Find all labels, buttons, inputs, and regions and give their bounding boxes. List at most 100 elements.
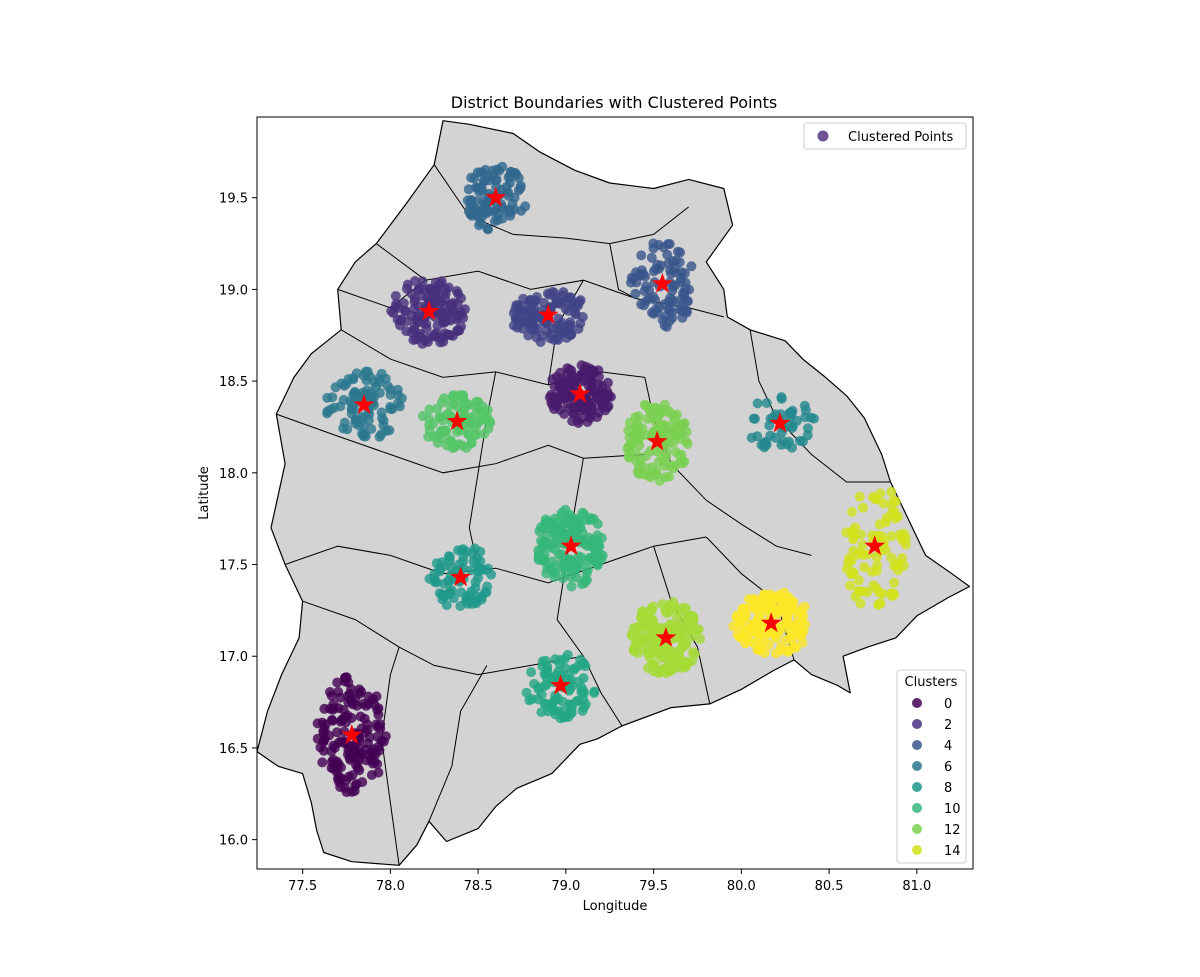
cluster-point xyxy=(653,239,664,250)
cluster-point xyxy=(580,539,591,550)
cluster-legend-label: 14 xyxy=(944,844,961,859)
cluster-point xyxy=(630,412,641,423)
cluster-point xyxy=(494,165,505,176)
cluster-point xyxy=(374,431,385,442)
cluster-point xyxy=(677,304,688,315)
cluster-point xyxy=(787,423,797,434)
cluster-point xyxy=(790,642,801,653)
x-axis: 77.5 78.0 78.5 79.0 79.5 80.0 80.5 81.0 xyxy=(288,869,931,894)
cluster-point xyxy=(567,298,578,309)
cluster-point xyxy=(584,552,595,563)
cluster-point xyxy=(536,689,547,700)
cluster-point xyxy=(394,401,405,412)
centroid-star xyxy=(569,383,591,403)
cluster-point xyxy=(354,742,365,753)
cluster-point xyxy=(749,413,760,424)
cluster-point xyxy=(432,403,443,414)
cluster-point xyxy=(566,581,577,592)
cluster-point xyxy=(526,667,537,678)
cluster-point xyxy=(409,304,420,314)
cluster-point xyxy=(547,286,558,297)
cluster-point xyxy=(761,398,772,408)
cluster-point xyxy=(748,594,759,604)
x-tick-label: 79.0 xyxy=(551,879,580,894)
cluster-point xyxy=(505,172,516,183)
cluster-point xyxy=(886,486,897,497)
cluster-point xyxy=(658,666,668,677)
cluster-point xyxy=(424,404,435,415)
district-boundary xyxy=(284,536,707,584)
cluster-point xyxy=(559,529,569,540)
cluster-legend-label: 2 xyxy=(944,718,952,733)
cluster-point xyxy=(555,404,566,415)
cluster-point xyxy=(660,472,671,483)
centroid-star xyxy=(550,674,572,695)
cluster-point xyxy=(548,527,559,538)
cluster-point xyxy=(332,727,343,738)
centroid-star xyxy=(446,410,468,431)
cluster-point xyxy=(676,273,686,284)
district-boundary xyxy=(428,665,488,822)
cluster-legend-marker xyxy=(912,761,922,771)
cluster-point xyxy=(565,320,576,330)
cluster-point xyxy=(594,379,604,390)
cluster-point xyxy=(473,212,484,223)
cluster-point xyxy=(470,583,481,593)
cluster-point xyxy=(687,647,698,658)
cluster-point xyxy=(660,311,671,322)
cluster-point xyxy=(557,290,568,301)
cluster-point xyxy=(754,613,764,624)
cluster-point xyxy=(557,376,568,387)
points-legend-marker xyxy=(817,130,829,142)
cluster-point xyxy=(478,168,489,179)
cluster-point xyxy=(462,598,473,609)
cluster-point xyxy=(492,215,503,226)
cluster-point xyxy=(639,300,649,311)
cluster-point xyxy=(520,201,531,212)
cluster-point xyxy=(336,773,347,784)
cluster-point xyxy=(444,551,455,562)
cluster-point xyxy=(572,415,583,426)
points-legend: Clustered Points xyxy=(803,122,967,150)
cluster-point xyxy=(445,330,456,341)
clusters-legend-title: Clusters xyxy=(905,675,958,690)
cluster-point xyxy=(783,646,794,657)
centroid-star xyxy=(651,272,673,293)
cluster-point xyxy=(426,292,437,303)
cluster-point xyxy=(579,364,590,375)
cluster-point xyxy=(463,429,474,440)
cluster-point xyxy=(847,526,857,537)
x-tick-label: 80.0 xyxy=(727,879,756,894)
x-tick-label: 77.5 xyxy=(288,879,317,894)
cluster-legend-marker xyxy=(912,824,922,834)
cluster-point xyxy=(578,673,589,684)
cluster-point xyxy=(765,430,776,441)
cluster-point xyxy=(351,368,362,379)
cluster-point xyxy=(443,282,454,293)
cluster-point xyxy=(368,397,379,408)
cluster-point xyxy=(800,405,811,416)
centroid-star xyxy=(485,186,507,207)
cluster-point xyxy=(434,411,445,422)
cluster-point xyxy=(779,587,790,598)
cluster-point xyxy=(652,259,663,270)
x-tick-label: 78.5 xyxy=(464,879,493,894)
cluster-point xyxy=(560,553,571,564)
cluster-point xyxy=(752,398,763,409)
cluster-point xyxy=(681,603,691,614)
cluster-point xyxy=(582,564,593,575)
cluster-point xyxy=(889,577,899,588)
cluster-point xyxy=(363,691,374,702)
cluster-point xyxy=(322,392,333,403)
cluster-point xyxy=(557,573,568,584)
cluster-point xyxy=(848,534,859,545)
cluster-point xyxy=(391,298,402,309)
x-tick-label: 81.0 xyxy=(902,879,931,894)
points-legend-label: Clustered Points xyxy=(848,130,954,145)
cluster-point xyxy=(347,770,358,781)
cluster-point xyxy=(541,668,552,679)
cluster-point xyxy=(643,663,654,673)
cluster-point xyxy=(417,411,428,421)
cluster-point xyxy=(372,722,383,732)
cluster-point xyxy=(398,298,409,309)
